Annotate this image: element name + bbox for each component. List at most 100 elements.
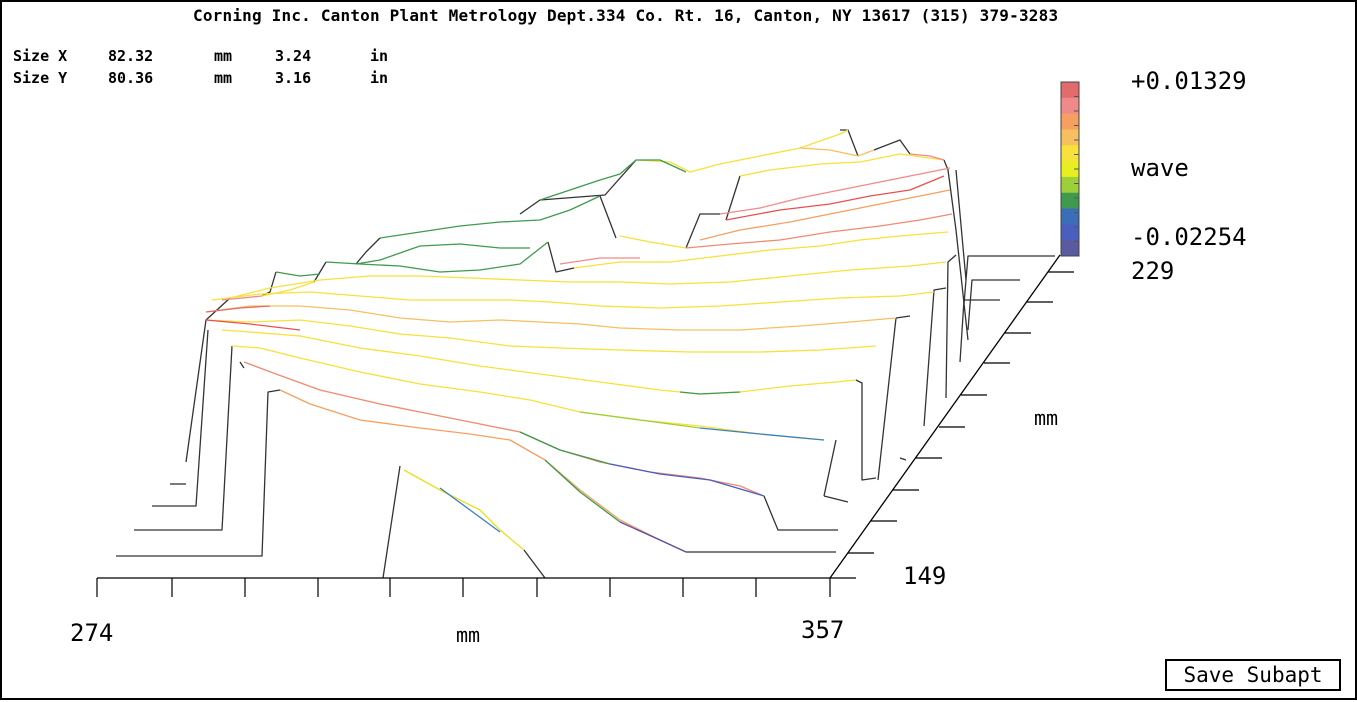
surface-trace	[231, 345, 825, 441]
surface-trace	[261, 281, 315, 297]
surface-trace	[635, 129, 849, 173]
surface-trace	[379, 195, 601, 239]
colorbar-swatch	[1061, 82, 1079, 99]
colorbar-swatch	[1061, 240, 1079, 257]
surface-trace	[909, 153, 945, 161]
surface-trace	[559, 257, 640, 265]
surface-trace	[636, 159, 687, 173]
colorbar-swatch	[1061, 176, 1079, 194]
colorbar-swatch	[1061, 129, 1079, 146]
profile-edge	[685, 213, 720, 249]
surface-trace	[579, 411, 701, 429]
plot-axes	[96, 254, 1074, 597]
surface-trace	[725, 175, 945, 221]
size-x-in-unit: in	[370, 47, 389, 65]
surface-trace	[519, 431, 611, 465]
profile-edge	[261, 271, 277, 297]
x-axis-unit-label: mm	[456, 623, 481, 647]
profile-edge	[313, 261, 327, 283]
surface-trace	[699, 189, 951, 241]
surface-trace	[699, 427, 825, 441]
x-axis-left-label: 274	[70, 619, 114, 647]
y-axis-far-label: 229	[1131, 257, 1175, 285]
profile-edge	[963, 255, 1055, 305]
surface-traces	[116, 129, 1055, 579]
surface-trace	[403, 469, 525, 551]
profile-edge	[152, 329, 209, 507]
profile-edge	[959, 299, 1000, 363]
profile-edge	[823, 495, 849, 503]
y-axis-unit-label: mm	[1034, 406, 1059, 430]
surface-trace	[221, 295, 263, 301]
colorbar-swatch	[1061, 208, 1079, 225]
profile-edge	[873, 139, 911, 155]
colorbar-unit-label: wave	[1131, 154, 1189, 182]
profile-edge	[239, 361, 245, 369]
profile-edge	[923, 287, 947, 427]
surface-trace	[544, 459, 621, 523]
profile-edge	[382, 465, 401, 579]
surface-trace	[539, 159, 637, 201]
surface-trace	[439, 487, 501, 533]
profile-edge	[943, 159, 969, 341]
page-title: Corning Inc. Canton Plant Metrology Dept…	[193, 6, 1059, 25]
surface-trace	[205, 305, 897, 331]
profile-edge	[945, 254, 957, 399]
profile-edge	[355, 237, 381, 265]
profile-edge	[955, 169, 967, 281]
colorbar-swatch	[1061, 192, 1079, 210]
profile-edge	[523, 549, 546, 579]
colorbar-swatch	[1061, 224, 1079, 241]
surface-trace	[205, 319, 877, 353]
surface-trace	[205, 319, 301, 331]
profile-edge	[877, 315, 911, 481]
surface-trace	[685, 213, 953, 249]
profile-edge	[967, 279, 1020, 331]
surface-trace	[619, 521, 687, 553]
profile-edge	[599, 195, 617, 239]
surface-trace	[275, 271, 321, 277]
surface-trace	[221, 329, 857, 395]
surface-trace	[679, 391, 741, 395]
surface-trace	[229, 261, 947, 299]
profile-edge	[547, 241, 575, 273]
surface-trace	[211, 291, 935, 309]
surface-trace	[355, 243, 530, 265]
colorbar-swatch	[1061, 161, 1079, 178]
surface-trace	[739, 153, 945, 177]
surface-trace	[609, 463, 765, 497]
y-axis-line	[829, 254, 1061, 579]
profile-edge	[134, 345, 233, 531]
profile-edge	[185, 297, 231, 463]
y-axis-near-label: 149	[903, 562, 947, 590]
size-y-mm-unit: mm	[214, 69, 233, 87]
surface-trace	[325, 241, 549, 273]
size-y-mm: 80.36	[108, 69, 154, 87]
colorbar-swatch	[1061, 113, 1079, 130]
size-y-in: 3.16	[275, 69, 312, 87]
size-x-label: Size X	[13, 47, 68, 65]
surface-trace	[573, 231, 949, 269]
size-x-in: 3.24	[275, 47, 312, 65]
colorbar-swatch	[1061, 97, 1079, 115]
profile-edge	[899, 457, 907, 461]
colorbar-swatch	[1061, 145, 1079, 162]
size-y-in-unit: in	[370, 69, 389, 87]
size-x-mm: 82.32	[108, 47, 154, 65]
profile-edge	[519, 159, 637, 215]
x-axis-right-label: 357	[801, 616, 845, 644]
save-subapt-button[interactable]: Save Subapt	[1165, 659, 1341, 691]
size-x-mm-unit: mm	[214, 47, 233, 65]
surface-trace	[279, 389, 687, 553]
profile-edge	[823, 439, 837, 497]
surface-trace	[799, 147, 875, 157]
profile-edge	[763, 495, 838, 531]
colorbar	[1060, 81, 1080, 257]
colorbar-max-label: +0.01329	[1131, 67, 1247, 95]
surface-trace	[243, 361, 765, 497]
profile-edge	[116, 389, 281, 557]
surface-trace	[205, 305, 271, 313]
surface-trace	[719, 167, 951, 215]
